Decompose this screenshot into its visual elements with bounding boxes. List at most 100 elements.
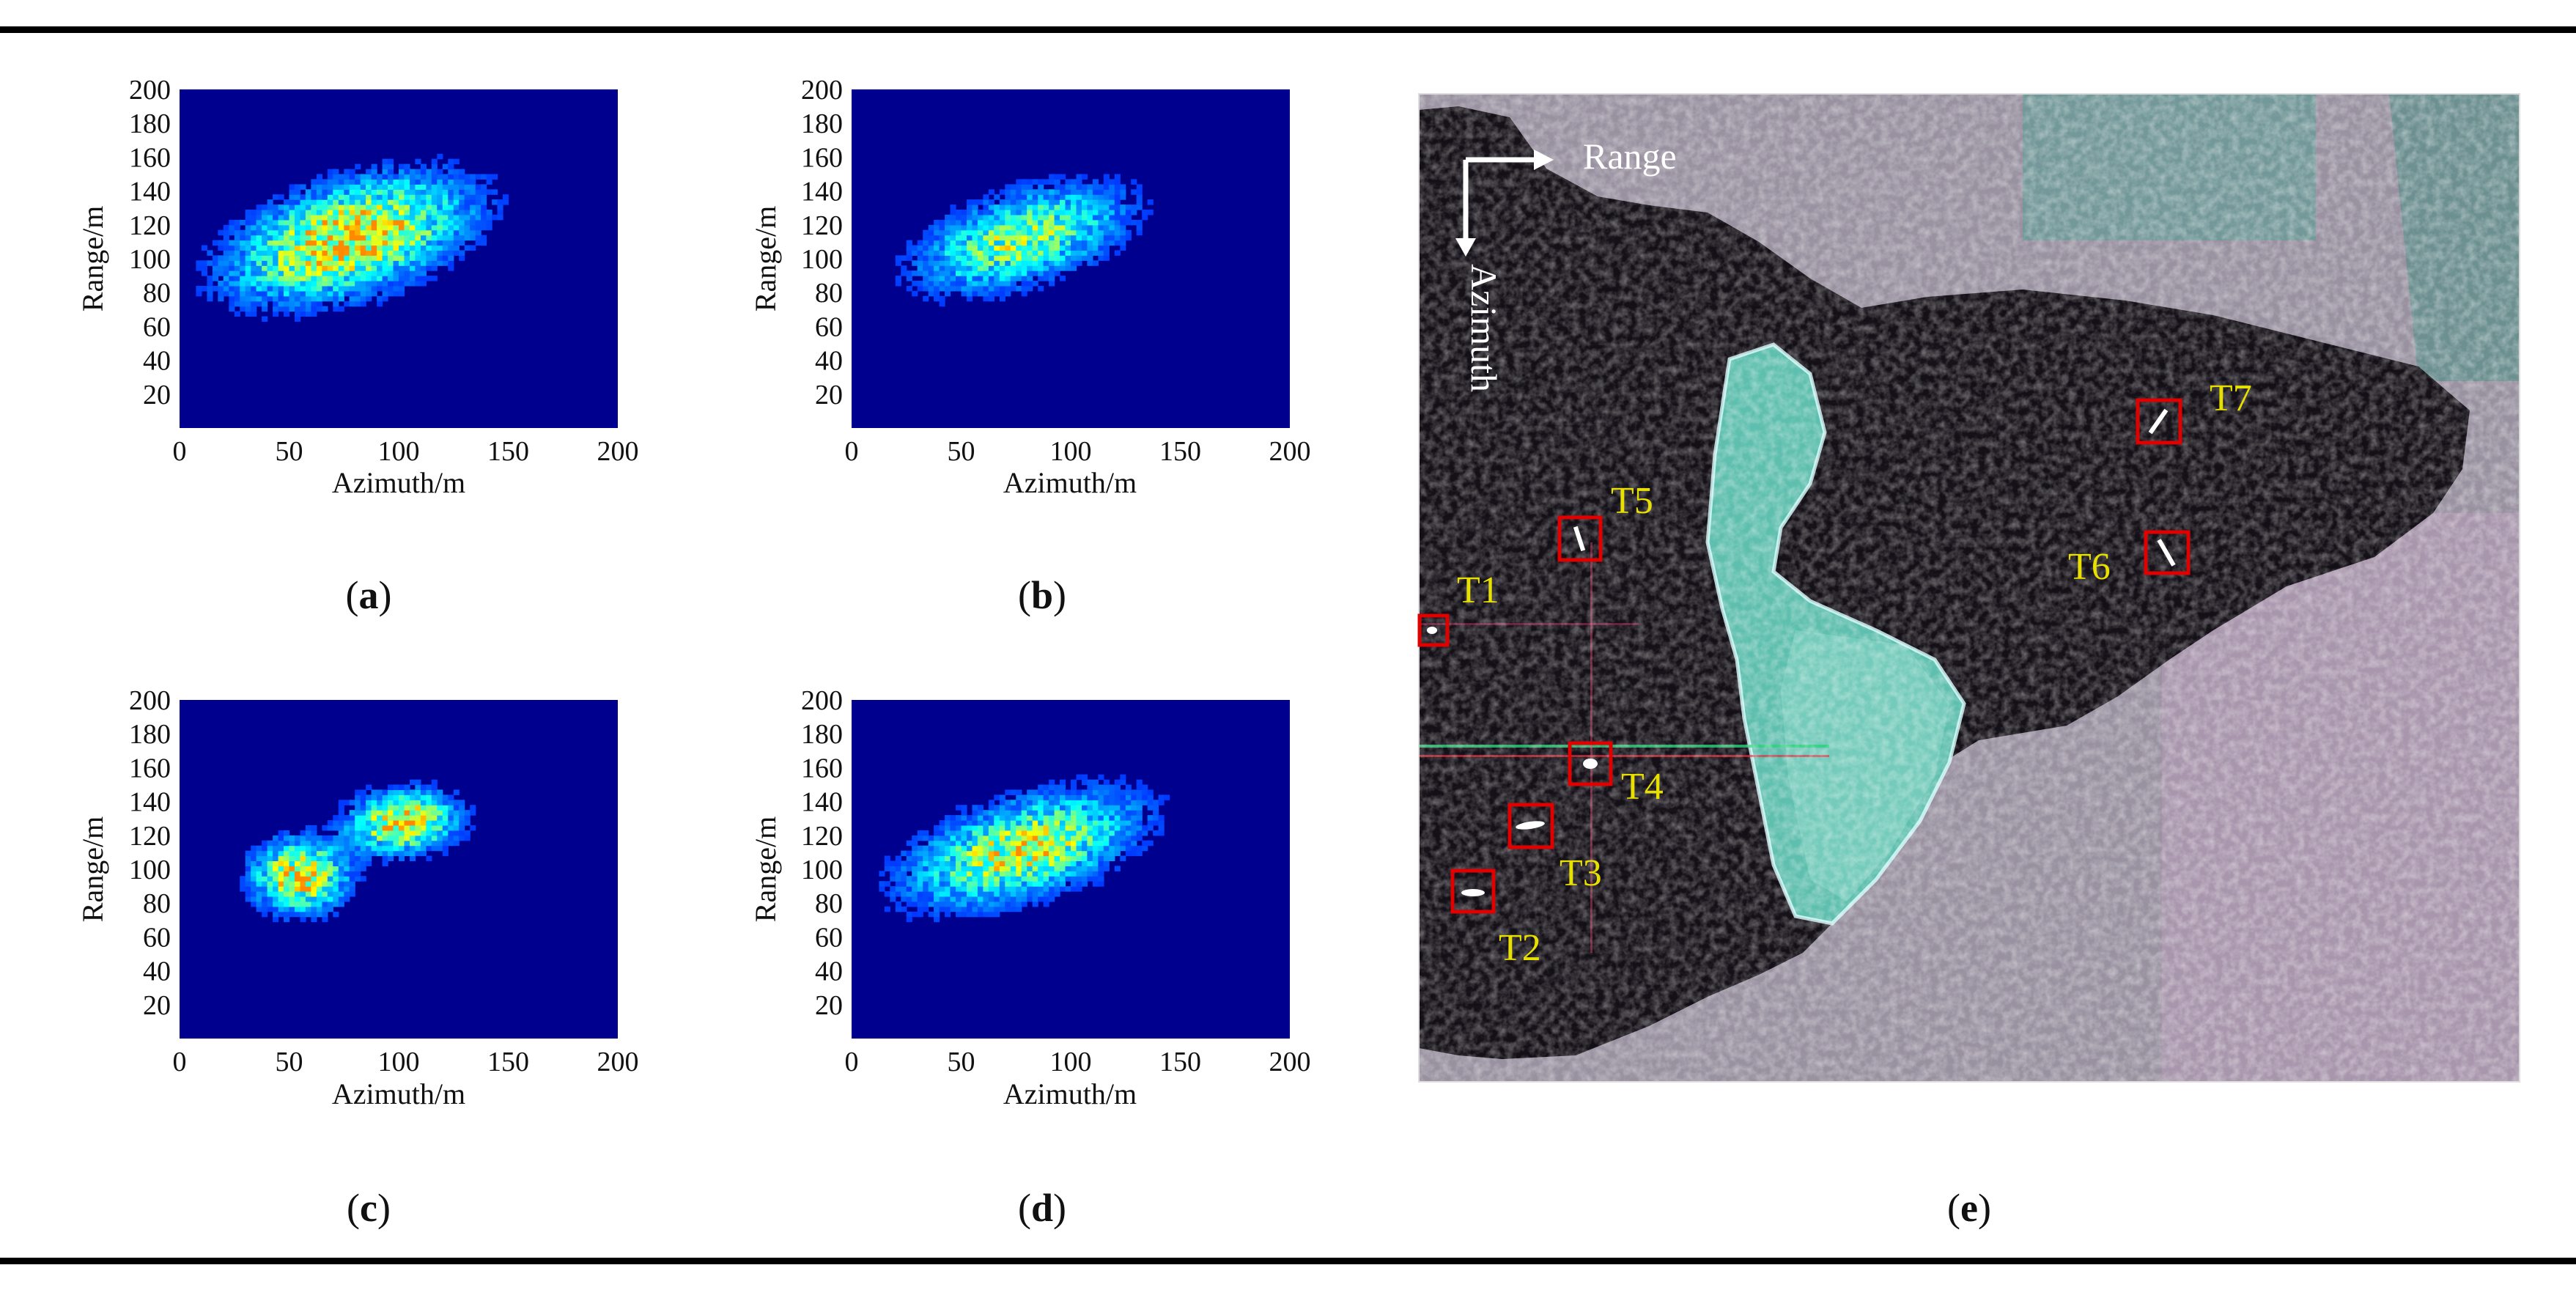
heat-cell xyxy=(322,219,328,226)
heat-cell xyxy=(410,789,416,795)
heat-cell xyxy=(1060,189,1066,195)
heat-cell xyxy=(420,245,427,251)
heat-cell xyxy=(349,290,355,297)
heat-cell xyxy=(1005,871,1011,877)
heat-cell xyxy=(267,886,273,892)
x-tick-label: 200 xyxy=(597,436,639,467)
heat-cell xyxy=(415,169,421,175)
heat-cell xyxy=(988,255,994,261)
heat-cell xyxy=(923,886,929,892)
heat-cell xyxy=(1065,210,1071,215)
heat-cell xyxy=(311,911,317,918)
heat-cell xyxy=(1016,800,1022,805)
heat-cell xyxy=(240,295,246,302)
heat-cell xyxy=(1043,886,1049,892)
heat-cell xyxy=(972,835,978,841)
heat-cell xyxy=(344,860,350,866)
heat-cell xyxy=(420,189,427,195)
heat-cell xyxy=(1010,210,1016,215)
heat-cell xyxy=(349,800,355,805)
heat-cell xyxy=(1131,189,1137,195)
heat-cell xyxy=(344,265,350,271)
heat-cell xyxy=(273,850,279,857)
heat-cell xyxy=(1021,204,1027,210)
heat-cell xyxy=(950,820,956,826)
heat-cell xyxy=(420,224,427,231)
heat-cell xyxy=(1021,250,1027,256)
heat-cell xyxy=(338,886,344,892)
heat-cell xyxy=(994,250,1000,256)
heat-cell xyxy=(453,224,460,231)
heat-cell xyxy=(404,240,410,246)
heat-cell xyxy=(923,845,929,852)
heat-cell xyxy=(994,906,1000,912)
heat-cell xyxy=(1103,784,1110,790)
heat-cell xyxy=(223,245,229,251)
heat-cell xyxy=(399,214,405,221)
heat-cell xyxy=(349,224,355,231)
heat-cell xyxy=(399,800,405,805)
heat-cell xyxy=(470,805,476,811)
heat-cell xyxy=(1109,214,1115,221)
heat-cell xyxy=(972,891,978,897)
heat-cell xyxy=(1092,850,1099,857)
heat-cell xyxy=(917,906,923,912)
heat-cell xyxy=(338,276,344,281)
heat-cell xyxy=(961,876,967,882)
heat-cell xyxy=(1065,789,1071,795)
heat-cell xyxy=(349,820,355,826)
heat-cell xyxy=(961,891,967,897)
heat-cell xyxy=(327,855,333,861)
heat-cell xyxy=(267,850,273,857)
heat-cell xyxy=(415,810,421,816)
heat-cell xyxy=(1016,204,1022,210)
heat-cell xyxy=(245,871,251,877)
heat-cell xyxy=(223,255,229,261)
heat-cell xyxy=(961,260,967,266)
heat-cell xyxy=(338,295,344,302)
heat-cell xyxy=(1087,810,1093,816)
x-tick-label: 50 xyxy=(948,1047,975,1077)
heat-cell xyxy=(961,255,967,261)
heat-cell xyxy=(201,265,207,271)
target-t6-box xyxy=(2144,530,2191,575)
heat-cell xyxy=(344,891,350,897)
heat-cell xyxy=(972,881,978,887)
heat-cell xyxy=(377,300,383,307)
heat-cell xyxy=(492,174,498,180)
heat-cell xyxy=(1071,794,1077,800)
heat-cell xyxy=(1092,224,1099,231)
heat-cell xyxy=(399,855,405,861)
heat-cell xyxy=(245,255,251,261)
heat-cell xyxy=(1027,281,1033,287)
heat-cell xyxy=(1076,845,1082,852)
heat-cell xyxy=(322,214,328,221)
heat-cell xyxy=(956,210,962,215)
heat-cell xyxy=(388,850,394,857)
heat-cell xyxy=(1016,179,1022,185)
heat-cell xyxy=(382,210,388,215)
heat-cell xyxy=(245,881,251,887)
heat-cell xyxy=(256,881,262,887)
heat-cell xyxy=(1131,219,1137,226)
heat-cell xyxy=(1136,825,1143,831)
heat-cell xyxy=(437,235,443,241)
y-tick-label: 60 xyxy=(143,311,171,342)
heat-cell xyxy=(377,276,383,281)
heat-cell xyxy=(377,210,383,215)
heat-cell xyxy=(464,820,470,826)
heat-cell xyxy=(961,835,967,841)
heat-cell xyxy=(240,306,246,312)
heat-cell xyxy=(928,886,934,892)
target-t1-box xyxy=(1417,613,1450,647)
heat-cell xyxy=(404,789,410,795)
heat-cell xyxy=(1120,815,1126,821)
heat-cell xyxy=(1098,219,1104,226)
heat-cell xyxy=(1076,805,1082,811)
heat-cell xyxy=(245,281,251,287)
heat-cell xyxy=(1076,179,1082,185)
heat-cell xyxy=(305,290,311,297)
heat-cell xyxy=(1103,194,1110,200)
heat-cell xyxy=(1038,881,1044,887)
